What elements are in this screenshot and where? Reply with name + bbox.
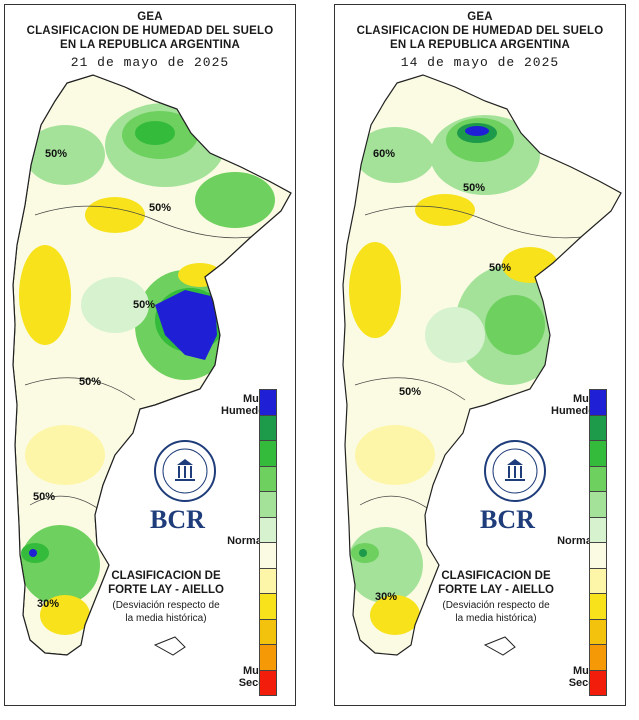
legend-swatch bbox=[589, 593, 607, 620]
contour-label: 60% bbox=[373, 148, 395, 160]
legend-swatch bbox=[589, 670, 607, 697]
legend-swatch bbox=[259, 568, 277, 595]
legend-swatch bbox=[589, 491, 607, 518]
legend-swatch bbox=[259, 415, 277, 442]
legend-swatch bbox=[259, 542, 277, 569]
legend-swatch bbox=[259, 644, 277, 671]
contour-label: 50% bbox=[33, 491, 55, 503]
legend-swatch bbox=[259, 619, 277, 646]
legend-swatch bbox=[589, 389, 607, 416]
contour-label: 50% bbox=[149, 202, 171, 214]
contour-label: 30% bbox=[375, 591, 397, 603]
legend-swatch bbox=[589, 568, 607, 595]
map-panel-right: GEA CLASIFICACION DE HUMEDAD DEL SUELO E… bbox=[334, 4, 626, 706]
legend-swatch bbox=[589, 542, 607, 569]
legend-swatch bbox=[259, 593, 277, 620]
bcr-seal-icon bbox=[153, 439, 217, 503]
deviation-note: (Desviación respecto de la media históri… bbox=[421, 599, 571, 625]
legend-swatch bbox=[589, 644, 607, 671]
bcr-seal-icon bbox=[483, 439, 547, 503]
legend-swatch bbox=[259, 466, 277, 493]
map-panel-left: GEA CLASIFICACION DE HUMEDAD DEL SUELO E… bbox=[4, 4, 296, 706]
legend-swatch bbox=[259, 389, 277, 416]
legend-swatch bbox=[259, 670, 277, 697]
contour-label: 50% bbox=[79, 376, 101, 388]
legend-swatch bbox=[589, 415, 607, 442]
legend-swatch bbox=[589, 619, 607, 646]
legend-swatch bbox=[589, 466, 607, 493]
contour-label: 50% bbox=[133, 299, 155, 311]
bcr-logo-text: BCR bbox=[480, 505, 535, 535]
legend-swatch bbox=[589, 440, 607, 467]
contour-label: 50% bbox=[489, 262, 511, 274]
deviation-note: (Desviación respecto de la media históri… bbox=[91, 599, 241, 625]
classification-title: CLASIFICACION DE FORTE LAY - AIELLO bbox=[421, 569, 571, 597]
legend-swatch bbox=[259, 440, 277, 467]
contour-label: 50% bbox=[463, 182, 485, 194]
contour-label: 50% bbox=[45, 148, 67, 160]
legend-swatch bbox=[589, 517, 607, 544]
contour-label: 50% bbox=[399, 386, 421, 398]
classification-title: CLASIFICACION DE FORTE LAY - AIELLO bbox=[91, 569, 241, 597]
bcr-logo-text: BCR bbox=[150, 505, 205, 535]
legend-swatch bbox=[259, 491, 277, 518]
contour-label: 30% bbox=[37, 598, 59, 610]
legend-swatch bbox=[259, 517, 277, 544]
